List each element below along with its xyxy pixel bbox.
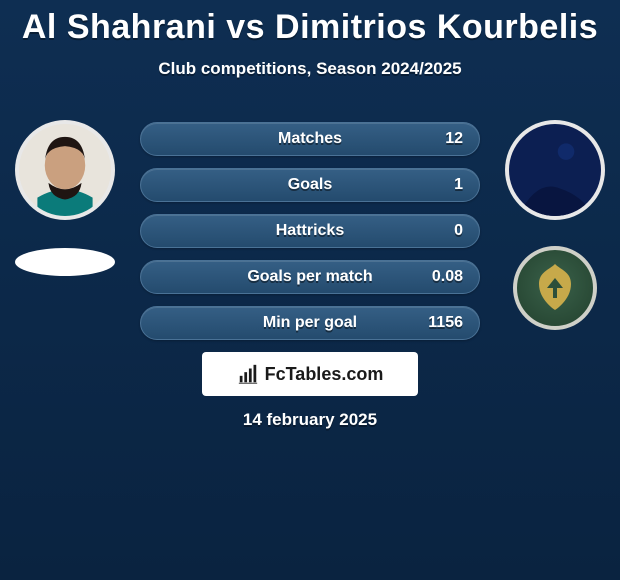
stat-row: Matches 12 xyxy=(140,122,480,156)
page-title: Al Shahrani vs Dimitrios Kourbelis xyxy=(0,0,620,47)
page-subtitle: Club competitions, Season 2024/2025 xyxy=(0,59,620,79)
stat-row: Goals per match 0.08 xyxy=(140,260,480,294)
date-text: 14 february 2025 xyxy=(0,410,620,430)
stat-value-right: 12 xyxy=(445,130,463,148)
stat-row: Goals 1 xyxy=(140,168,480,202)
chart-icon xyxy=(237,363,259,385)
player-left-illustration xyxy=(19,124,111,216)
stat-label: Matches xyxy=(278,130,342,148)
comparison-card: Al Shahrani vs Dimitrios Kourbelis Club … xyxy=(0,0,620,580)
stat-row: Min per goal 1156 xyxy=(140,306,480,340)
brand-text: FcTables.com xyxy=(265,364,384,385)
stat-value-right: 1156 xyxy=(428,314,463,332)
stat-value-right: 1 xyxy=(454,176,463,194)
left-column xyxy=(10,120,120,276)
club-right-crest-icon xyxy=(527,260,583,316)
player-right-illustration xyxy=(509,124,601,216)
stat-label: Goals xyxy=(288,176,332,194)
stat-label: Goals per match xyxy=(247,268,372,286)
right-column xyxy=(500,120,610,330)
club-left-badge xyxy=(15,248,115,276)
brand-link[interactable]: FcTables.com xyxy=(202,352,418,396)
club-right-badge xyxy=(513,246,597,330)
stat-value-right: 0 xyxy=(454,222,463,240)
stat-label: Min per goal xyxy=(263,314,357,332)
player-right-avatar xyxy=(505,120,605,220)
stat-row: Hattricks 0 xyxy=(140,214,480,248)
player-left-avatar xyxy=(15,120,115,220)
stat-value-right: 0.08 xyxy=(432,268,463,286)
stat-label: Hattricks xyxy=(276,222,344,240)
stats-list: Matches 12 Goals 1 Hattricks 0 Goals per… xyxy=(140,122,480,340)
